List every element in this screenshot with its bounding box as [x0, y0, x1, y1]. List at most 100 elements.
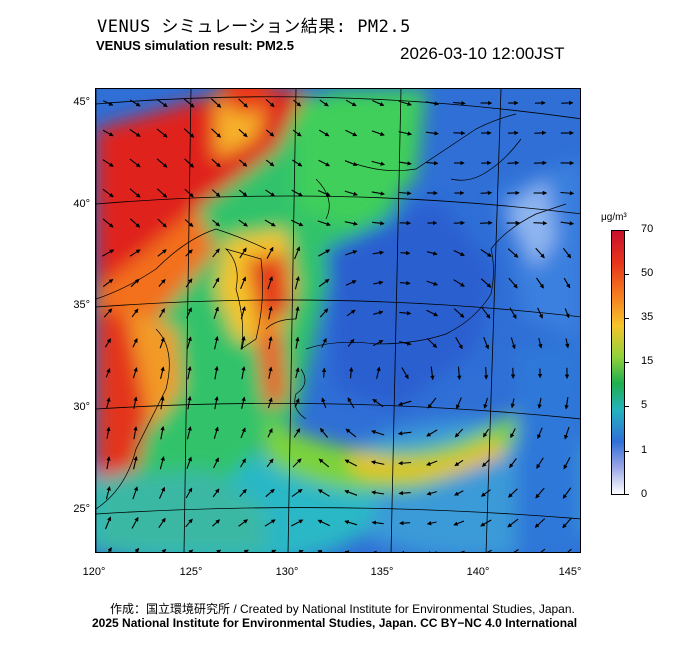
wind-arrow	[344, 520, 358, 526]
wind-arrow	[132, 486, 138, 500]
wind-arrow	[186, 307, 192, 319]
wind-arrow	[370, 460, 385, 465]
wind-arrow	[214, 335, 219, 350]
wind-arrow	[103, 100, 114, 106]
wind-arrow	[157, 218, 167, 228]
wind-arrow	[213, 426, 219, 439]
wind-arrow	[183, 128, 195, 138]
wind-arrow	[159, 456, 165, 470]
wind-arrow	[452, 101, 466, 106]
wind-arrow	[426, 551, 438, 552]
wind-arrow	[565, 338, 570, 349]
lon-label-120: 120°	[82, 566, 106, 578]
wind-arrow	[371, 191, 385, 196]
pm25-map	[95, 88, 581, 553]
wind-arrow	[211, 128, 222, 138]
wind-arrow	[216, 549, 222, 552]
wind-arrow	[371, 520, 384, 525]
wind-arrow	[344, 489, 358, 496]
colorbar-unit: μg/m³	[601, 212, 627, 223]
wind-arrow	[372, 550, 377, 552]
wind-arrow	[400, 250, 411, 256]
wind-arrow	[213, 457, 219, 469]
wind-arrow	[560, 221, 575, 226]
wind-arrow	[294, 246, 301, 260]
wind-arrow	[480, 519, 492, 527]
wind-arrow	[344, 160, 358, 167]
wind-arrow	[159, 337, 165, 349]
wind-arrow	[267, 428, 273, 438]
wind-arrow	[292, 129, 302, 137]
wind-arrow	[321, 367, 327, 378]
wind-arrow	[430, 366, 435, 381]
wind-arrow	[452, 550, 465, 552]
wind-arrow	[156, 158, 168, 168]
wind-arrow	[265, 129, 275, 137]
wind-arrow	[480, 278, 492, 288]
wind-arrow	[426, 309, 439, 317]
wind-arrow	[345, 428, 357, 438]
wind-arrow	[238, 98, 248, 108]
wind-arrow	[212, 219, 221, 227]
lon-label-140: 140°	[466, 566, 490, 578]
wind-arrow	[132, 338, 138, 348]
wind-arrow	[483, 336, 489, 350]
wind-arrow	[483, 367, 489, 380]
colorbar-label-70: 70	[641, 223, 654, 235]
wind-arrow	[213, 306, 219, 319]
wind-arrow	[156, 98, 168, 108]
wind-arrow	[238, 189, 248, 197]
wind-arrow	[345, 99, 357, 107]
lon-label-135: 135°	[370, 566, 394, 578]
wind-arrow	[346, 309, 356, 317]
wind-arrow	[268, 336, 273, 350]
wind-arrow	[156, 128, 168, 138]
wind-arrow	[562, 487, 572, 499]
wind-arrow	[161, 548, 167, 552]
wind-arrow	[294, 276, 300, 290]
wind-arrow	[455, 337, 463, 350]
wind-arrow	[238, 128, 248, 138]
wind-arrow	[345, 250, 358, 256]
wind-arrow	[158, 278, 166, 287]
wind-arrow	[540, 548, 546, 552]
wind-arrow	[399, 280, 411, 286]
wind-arrow	[372, 221, 385, 226]
wind-arrow	[106, 456, 111, 470]
colorbar-tick	[624, 451, 629, 452]
lat-label-35: 35°	[73, 299, 90, 311]
wind-arrow	[317, 519, 331, 527]
wind-arrow	[297, 549, 304, 552]
wind-arrow	[133, 455, 138, 470]
wind-arrow	[129, 158, 141, 168]
wind-arrow	[533, 220, 548, 226]
wind-arrow	[454, 428, 464, 438]
wind-arrow	[318, 278, 330, 288]
wind-arrow	[486, 549, 492, 552]
colorbar-tick	[624, 362, 629, 363]
wind-arrow	[266, 246, 274, 259]
wind-arrow	[534, 130, 547, 136]
wind-arrow	[317, 489, 330, 497]
wind-arrow	[507, 248, 519, 258]
wind-arrow	[564, 426, 570, 440]
colorbar-label-50: 50	[641, 267, 654, 279]
wind-arrow	[210, 98, 222, 108]
wind-arrow	[509, 458, 517, 469]
wind-arrow	[160, 395, 165, 410]
wind-arrow	[104, 338, 112, 348]
wind-arrow	[372, 339, 384, 347]
wind-arrow	[426, 491, 437, 496]
wind-arrow	[265, 159, 275, 167]
wind-arrow	[481, 307, 491, 319]
wind-arrow	[480, 220, 493, 226]
wind-arrow	[399, 520, 411, 526]
wind-arrow	[564, 397, 569, 410]
wind-arrow	[373, 310, 384, 315]
wind-arrow	[348, 366, 354, 379]
wind-arrow	[426, 251, 438, 256]
wind-arrow	[188, 549, 194, 552]
wind-arrow	[347, 338, 355, 348]
colorbar-tick	[624, 406, 629, 407]
wind-arrow	[480, 489, 491, 497]
